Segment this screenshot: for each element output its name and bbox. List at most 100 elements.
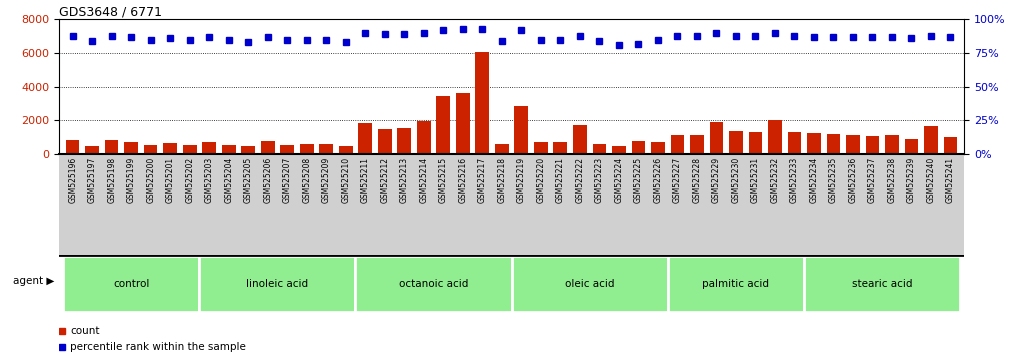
Bar xyxy=(515,106,528,154)
Text: GSM525232: GSM525232 xyxy=(771,157,779,203)
Text: agent ▶: agent ▶ xyxy=(13,276,54,286)
Text: octanoic acid: octanoic acid xyxy=(399,279,468,289)
Text: stearic acid: stearic acid xyxy=(852,279,912,289)
Text: percentile rank within the sample: percentile rank within the sample xyxy=(70,342,246,352)
Text: GSM525201: GSM525201 xyxy=(166,157,175,203)
FancyBboxPatch shape xyxy=(512,256,667,312)
Text: GSM525222: GSM525222 xyxy=(576,157,585,203)
Text: GSM525213: GSM525213 xyxy=(400,157,409,203)
Text: GSM525209: GSM525209 xyxy=(321,157,331,203)
Text: GSM525205: GSM525205 xyxy=(244,157,252,203)
Bar xyxy=(241,147,255,154)
Bar xyxy=(300,144,313,154)
Text: GSM525237: GSM525237 xyxy=(868,157,877,203)
Text: GSM525240: GSM525240 xyxy=(926,157,936,203)
Text: GSM525207: GSM525207 xyxy=(283,157,292,203)
Text: GSM525231: GSM525231 xyxy=(751,157,760,203)
Text: GSM525225: GSM525225 xyxy=(634,157,643,203)
FancyBboxPatch shape xyxy=(667,256,804,312)
Text: GSM525236: GSM525236 xyxy=(848,157,857,203)
Bar xyxy=(768,120,782,154)
Bar xyxy=(66,140,79,154)
Text: GSM525218: GSM525218 xyxy=(497,157,506,203)
Text: GSM525230: GSM525230 xyxy=(731,157,740,203)
Bar xyxy=(534,142,547,154)
Text: count: count xyxy=(70,326,100,336)
Bar xyxy=(885,135,899,154)
Text: GSM525206: GSM525206 xyxy=(263,157,273,203)
Bar xyxy=(553,142,567,154)
Text: GSM525210: GSM525210 xyxy=(342,157,350,203)
Bar xyxy=(164,143,177,154)
Bar xyxy=(846,136,859,154)
Bar xyxy=(865,136,880,154)
Bar xyxy=(85,145,99,154)
Bar xyxy=(904,139,918,154)
Bar xyxy=(495,144,508,154)
Bar xyxy=(787,132,801,154)
Bar xyxy=(612,147,625,154)
Bar xyxy=(651,142,665,154)
Bar xyxy=(924,126,938,154)
Text: GDS3648 / 6771: GDS3648 / 6771 xyxy=(59,5,162,18)
Text: GSM525228: GSM525228 xyxy=(693,157,702,203)
Text: GSM525204: GSM525204 xyxy=(224,157,233,203)
Bar xyxy=(143,145,158,154)
Text: palmitic acid: palmitic acid xyxy=(703,279,770,289)
FancyBboxPatch shape xyxy=(63,256,199,312)
Text: GSM525196: GSM525196 xyxy=(68,157,77,203)
Text: control: control xyxy=(113,279,149,289)
Bar xyxy=(222,145,236,154)
Bar xyxy=(261,141,275,154)
Text: linoleic acid: linoleic acid xyxy=(246,279,308,289)
Bar xyxy=(710,122,723,154)
Text: GSM525208: GSM525208 xyxy=(302,157,311,203)
Bar xyxy=(476,52,489,154)
Bar xyxy=(456,93,470,154)
Text: GSM525216: GSM525216 xyxy=(459,157,467,203)
Bar xyxy=(749,132,762,154)
Bar xyxy=(593,144,606,154)
Bar xyxy=(398,128,411,154)
Bar xyxy=(339,145,353,154)
Text: GSM525241: GSM525241 xyxy=(946,157,955,203)
Text: GSM525229: GSM525229 xyxy=(712,157,721,203)
Bar xyxy=(632,141,645,154)
Text: GSM525198: GSM525198 xyxy=(107,157,116,203)
Text: GSM525211: GSM525211 xyxy=(361,157,370,203)
Text: GSM525238: GSM525238 xyxy=(888,157,896,203)
Text: GSM525212: GSM525212 xyxy=(380,157,390,203)
Bar xyxy=(573,125,587,154)
Bar xyxy=(436,96,451,154)
FancyBboxPatch shape xyxy=(356,256,512,312)
Bar xyxy=(670,136,684,154)
Text: GSM525220: GSM525220 xyxy=(536,157,545,203)
Bar xyxy=(827,134,840,154)
Bar xyxy=(417,121,430,154)
Bar xyxy=(183,145,196,154)
Text: GSM525223: GSM525223 xyxy=(595,157,604,203)
Bar xyxy=(944,137,957,154)
Bar xyxy=(281,145,294,154)
Text: GSM525235: GSM525235 xyxy=(829,157,838,203)
Bar xyxy=(319,144,333,154)
Text: GSM525214: GSM525214 xyxy=(419,157,428,203)
Bar xyxy=(729,131,742,154)
Text: GSM525227: GSM525227 xyxy=(673,157,681,203)
Text: GSM525224: GSM525224 xyxy=(614,157,623,203)
Bar xyxy=(105,140,119,154)
Text: GSM525221: GSM525221 xyxy=(556,157,564,203)
Text: oleic acid: oleic acid xyxy=(564,279,614,289)
Bar xyxy=(378,129,392,154)
Bar xyxy=(124,142,138,154)
Text: GSM525197: GSM525197 xyxy=(87,157,97,203)
Text: GSM525199: GSM525199 xyxy=(127,157,135,203)
Text: GSM525233: GSM525233 xyxy=(790,157,799,203)
FancyBboxPatch shape xyxy=(804,256,960,312)
Text: GSM525200: GSM525200 xyxy=(146,157,156,203)
Text: GSM525203: GSM525203 xyxy=(204,157,214,203)
Text: GSM525217: GSM525217 xyxy=(478,157,487,203)
Bar xyxy=(202,142,216,154)
Text: GSM525219: GSM525219 xyxy=(517,157,526,203)
Text: GSM525226: GSM525226 xyxy=(653,157,662,203)
